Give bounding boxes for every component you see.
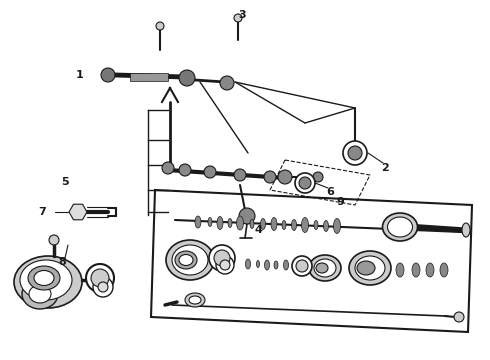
Ellipse shape: [316, 263, 328, 273]
Ellipse shape: [309, 255, 341, 281]
Ellipse shape: [294, 262, 297, 270]
Circle shape: [454, 312, 464, 322]
Circle shape: [313, 172, 323, 182]
Ellipse shape: [256, 261, 260, 267]
Circle shape: [343, 141, 367, 165]
Ellipse shape: [355, 256, 385, 280]
Ellipse shape: [383, 213, 417, 241]
Ellipse shape: [245, 259, 250, 269]
Circle shape: [220, 76, 234, 90]
Circle shape: [234, 169, 246, 181]
Ellipse shape: [29, 285, 51, 303]
Ellipse shape: [237, 216, 244, 230]
Text: 4: 4: [254, 225, 262, 235]
Text: 9: 9: [336, 197, 344, 207]
Ellipse shape: [301, 217, 309, 233]
Ellipse shape: [292, 220, 296, 230]
Text: 8: 8: [58, 257, 66, 267]
Ellipse shape: [388, 217, 413, 237]
Circle shape: [204, 166, 216, 178]
Ellipse shape: [172, 245, 208, 275]
Ellipse shape: [426, 263, 434, 277]
Text: 1: 1: [76, 70, 84, 80]
Ellipse shape: [185, 293, 205, 307]
Ellipse shape: [179, 255, 193, 266]
Ellipse shape: [274, 261, 278, 269]
Ellipse shape: [396, 263, 404, 277]
Circle shape: [214, 250, 230, 266]
Circle shape: [49, 235, 59, 245]
Ellipse shape: [250, 220, 254, 229]
Ellipse shape: [462, 223, 470, 237]
Text: 2: 2: [381, 163, 389, 173]
Ellipse shape: [195, 216, 201, 228]
Circle shape: [278, 170, 292, 184]
Ellipse shape: [302, 261, 308, 271]
Circle shape: [296, 260, 308, 272]
Circle shape: [101, 68, 115, 82]
Ellipse shape: [28, 266, 60, 290]
Circle shape: [264, 171, 276, 183]
Circle shape: [209, 245, 235, 271]
Ellipse shape: [20, 260, 72, 300]
Circle shape: [299, 177, 311, 189]
Circle shape: [220, 260, 230, 270]
Text: 3: 3: [238, 10, 246, 20]
Circle shape: [98, 282, 108, 292]
Ellipse shape: [314, 259, 336, 277]
Circle shape: [239, 208, 255, 224]
Ellipse shape: [412, 263, 420, 277]
Circle shape: [91, 269, 109, 287]
Text: 7: 7: [38, 207, 46, 217]
Circle shape: [295, 173, 315, 193]
Circle shape: [234, 14, 242, 22]
Circle shape: [86, 264, 114, 292]
Ellipse shape: [357, 261, 375, 275]
Circle shape: [93, 277, 113, 297]
Ellipse shape: [22, 279, 58, 309]
FancyBboxPatch shape: [130, 73, 168, 81]
Circle shape: [179, 164, 191, 176]
Ellipse shape: [175, 251, 197, 269]
Text: 6: 6: [326, 187, 334, 197]
Ellipse shape: [271, 217, 277, 230]
Ellipse shape: [14, 256, 82, 308]
Circle shape: [156, 22, 164, 30]
Ellipse shape: [349, 251, 391, 285]
Circle shape: [162, 162, 174, 174]
Ellipse shape: [440, 263, 448, 277]
Circle shape: [179, 70, 195, 86]
Ellipse shape: [314, 220, 318, 230]
Circle shape: [292, 256, 312, 276]
Ellipse shape: [208, 217, 212, 226]
Ellipse shape: [217, 216, 223, 230]
Ellipse shape: [189, 296, 201, 304]
Ellipse shape: [334, 219, 341, 234]
Ellipse shape: [323, 220, 328, 231]
Ellipse shape: [265, 260, 270, 270]
Ellipse shape: [228, 219, 232, 228]
Ellipse shape: [261, 219, 266, 230]
Ellipse shape: [282, 220, 286, 230]
Circle shape: [216, 256, 234, 274]
Text: 5: 5: [61, 177, 69, 187]
Ellipse shape: [284, 260, 289, 270]
Circle shape: [348, 146, 362, 160]
Ellipse shape: [166, 240, 214, 280]
Ellipse shape: [34, 270, 54, 285]
